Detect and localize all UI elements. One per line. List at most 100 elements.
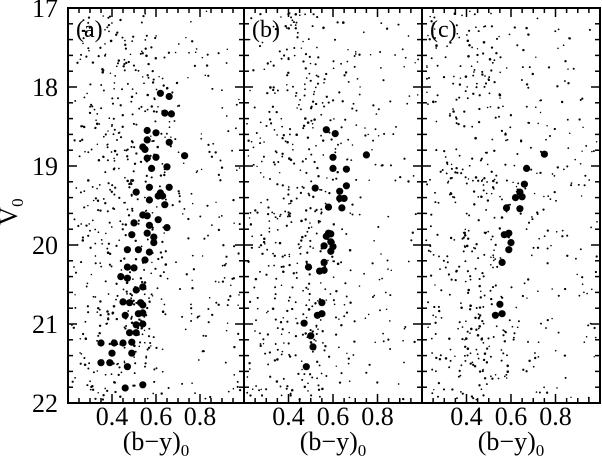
field-star: [82, 37, 85, 40]
field-star: [195, 171, 198, 174]
field-star: [113, 157, 115, 160]
field-star: [246, 391, 249, 394]
field-star: [365, 371, 368, 374]
field-star: [326, 177, 328, 179]
field-star: [457, 327, 459, 330]
field-star: [448, 114, 451, 117]
field-star: [260, 160, 263, 163]
field-star: [485, 383, 488, 386]
field-star: [387, 215, 390, 218]
field-star: [584, 174, 587, 177]
field-star: [83, 190, 86, 192]
field-star: [471, 250, 474, 253]
panel-a: 0.4 0.6 0.8(b−y)0(a): [67, 7, 245, 457]
field-star: [276, 348, 279, 351]
field-star: [379, 309, 381, 312]
field-star: [380, 67, 382, 69]
field-star: [341, 228, 344, 231]
member-star: [141, 145, 149, 153]
field-star: [471, 361, 474, 364]
field-star: [501, 296, 504, 299]
field-star: [268, 227, 271, 230]
field-star: [80, 353, 83, 355]
field-star: [249, 89, 251, 92]
field-star: [432, 100, 435, 104]
field-star: [367, 313, 370, 316]
member-star: [163, 163, 171, 171]
field-star: [160, 256, 164, 259]
field-star: [192, 268, 196, 271]
field-star: [359, 196, 362, 199]
field-star: [343, 303, 346, 306]
field-star: [451, 388, 454, 391]
x-tick-label: 0.4: [272, 402, 305, 431]
field-star: [286, 320, 289, 323]
field-star: [87, 204, 89, 207]
field-star: [292, 272, 296, 275]
field-star: [585, 144, 588, 147]
field-star: [312, 13, 315, 16]
field-star: [563, 354, 567, 357]
field-star: [309, 245, 312, 248]
field-star: [170, 136, 172, 138]
field-star: [543, 195, 545, 198]
field-star: [102, 197, 105, 200]
field-star: [307, 308, 311, 311]
field-star: [218, 216, 221, 218]
field-star: [311, 100, 315, 103]
field-star: [497, 106, 500, 109]
field-star: [404, 56, 407, 59]
field-star: [217, 303, 220, 306]
field-star: [94, 296, 97, 298]
member-star: [148, 164, 156, 172]
member-star: [134, 246, 142, 254]
field-star: [581, 97, 584, 100]
field-star: [448, 366, 451, 369]
member-star: [331, 130, 339, 138]
field-star: [282, 377, 285, 380]
field-star: [304, 209, 308, 212]
field-star: [563, 80, 566, 82]
field-star: [225, 262, 227, 265]
field-star: [377, 108, 380, 111]
field-star: [281, 184, 284, 187]
field-star: [219, 159, 222, 162]
field-star: [108, 15, 112, 18]
field-star: [191, 202, 194, 205]
field-star: [580, 195, 583, 197]
field-star: [461, 392, 464, 395]
field-star: [463, 245, 466, 247]
field-star: [459, 374, 462, 377]
field-star: [97, 55, 100, 58]
field-star: [446, 261, 449, 264]
field-star: [253, 106, 256, 109]
member-star: [97, 339, 105, 347]
field-star: [274, 150, 277, 153]
field-star: [322, 154, 325, 156]
field-star: [279, 215, 281, 218]
field-star: [316, 46, 318, 49]
field-star: [351, 107, 354, 110]
field-star: [266, 91, 269, 95]
field-star: [486, 163, 489, 166]
field-star: [537, 122, 540, 125]
field-star: [492, 179, 495, 183]
field-star: [290, 199, 293, 203]
field-star: [160, 392, 163, 395]
field-star: [322, 26, 325, 30]
field-star: [324, 345, 326, 347]
field-star: [87, 179, 90, 182]
field-star: [86, 92, 88, 95]
field-star: [217, 52, 220, 55]
field-star: [490, 25, 494, 28]
field-star: [276, 217, 279, 220]
field-star: [91, 185, 94, 188]
field-star: [113, 160, 116, 162]
field-star: [516, 326, 519, 329]
field-star: [151, 140, 154, 143]
field-star: [545, 138, 547, 141]
field-star: [109, 39, 113, 43]
field-star: [177, 151, 180, 154]
field-star: [319, 250, 322, 253]
field-star: [315, 324, 318, 327]
